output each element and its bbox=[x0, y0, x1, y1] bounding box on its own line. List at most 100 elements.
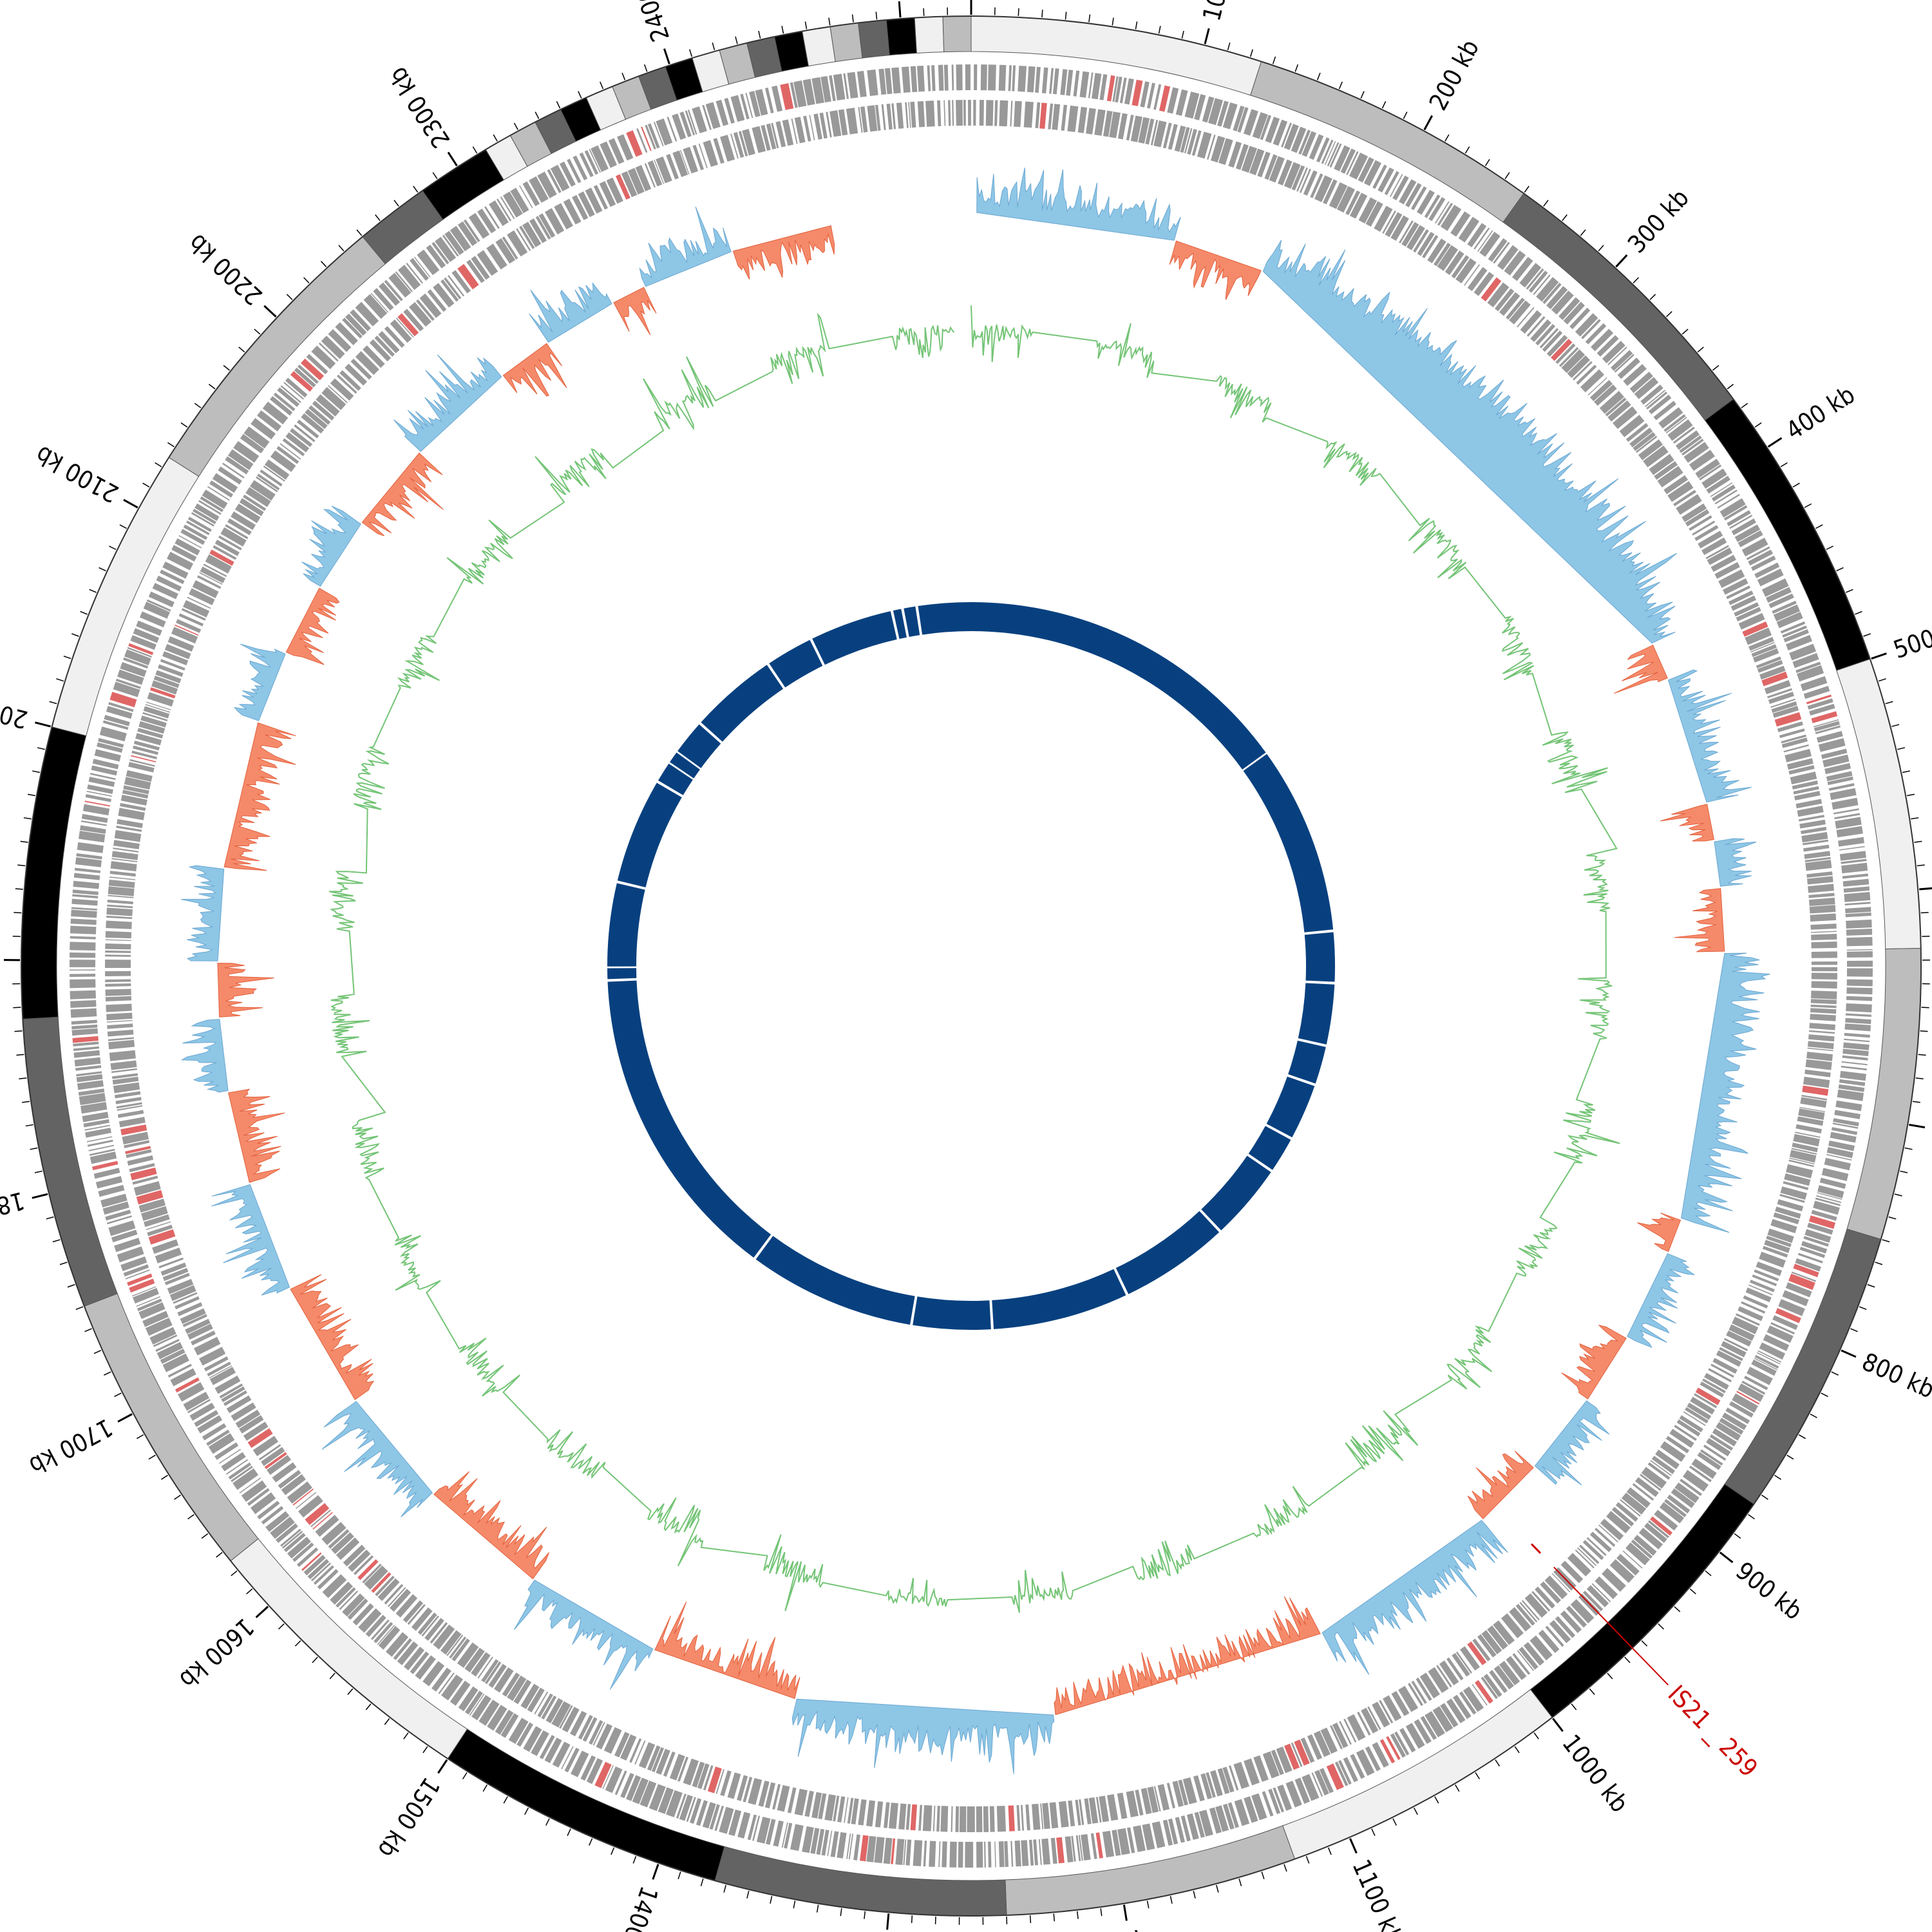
cds-forward-block bbox=[70, 969, 96, 971]
minor-tick bbox=[148, 1454, 156, 1460]
cds-reverse-block bbox=[559, 1705, 573, 1729]
cds-forward-block bbox=[1727, 510, 1751, 527]
annotation-tick-mark bbox=[1530, 1543, 1542, 1554]
cds-forward-block bbox=[1654, 1510, 1678, 1531]
cds-reverse-block bbox=[1795, 1124, 1822, 1133]
cds-reverse-block bbox=[105, 943, 131, 950]
cds-reverse-block bbox=[1788, 1159, 1814, 1168]
minor-tick bbox=[1727, 384, 1734, 390]
cds-reverse-block bbox=[1200, 1773, 1213, 1799]
cds-forward-block bbox=[1546, 286, 1568, 310]
cds-forward-block bbox=[649, 1784, 666, 1812]
gc-skew-positive bbox=[1714, 838, 1757, 887]
cds-reverse-block bbox=[316, 394, 340, 417]
cds-reverse-block bbox=[219, 1383, 243, 1399]
cds-forward-block bbox=[1291, 126, 1307, 153]
cds-reverse-block bbox=[417, 1612, 437, 1635]
cds-reverse-block bbox=[1647, 1462, 1671, 1480]
cds-forward-block bbox=[1052, 68, 1059, 95]
cds-reverse-block bbox=[952, 100, 954, 126]
cds-forward-block bbox=[1399, 1728, 1416, 1753]
cds-reverse-block bbox=[875, 1801, 884, 1828]
cds-forward-block bbox=[1560, 1610, 1582, 1633]
cds-forward-block bbox=[301, 1552, 322, 1571]
cds-reverse-block bbox=[1606, 1511, 1631, 1533]
cds-reverse-block bbox=[1217, 1768, 1230, 1794]
cds-forward-block bbox=[816, 1828, 825, 1855]
cds-reverse-block bbox=[1783, 744, 1809, 753]
cds-forward-block bbox=[522, 181, 540, 207]
cds-reverse-block bbox=[131, 750, 157, 760]
cds-forward-block bbox=[1329, 143, 1342, 168]
cds-reverse-block bbox=[1153, 1786, 1161, 1812]
cds-reverse-block bbox=[905, 102, 909, 128]
cds-forward-block bbox=[1650, 1516, 1673, 1536]
minor-tick bbox=[1920, 1030, 1928, 1032]
cds-forward-block bbox=[689, 1798, 702, 1824]
cds-reverse-block bbox=[737, 1775, 748, 1801]
cds-forward-block bbox=[79, 1093, 106, 1106]
cds-forward-block bbox=[1558, 297, 1580, 321]
cds-reverse-block bbox=[140, 715, 167, 728]
minor-tick bbox=[632, 1856, 637, 1864]
minor-tick bbox=[312, 1656, 318, 1663]
cds-reverse-block bbox=[1600, 1519, 1624, 1540]
minor-tick bbox=[80, 611, 88, 615]
cds-forward-block bbox=[1837, 1089, 1864, 1101]
cds-forward-block bbox=[285, 377, 308, 398]
cds-reverse-block bbox=[1807, 1047, 1833, 1052]
minor-tick bbox=[1786, 1454, 1794, 1460]
cds-forward-block bbox=[1060, 69, 1068, 95]
cds-forward-block bbox=[938, 64, 944, 91]
cds-reverse-block bbox=[1692, 520, 1716, 536]
cds-forward-block bbox=[239, 1477, 261, 1494]
cds-reverse-block bbox=[818, 1793, 827, 1819]
minor-tick bbox=[493, 134, 498, 142]
cds-forward-block bbox=[74, 1057, 101, 1067]
cds-forward-block bbox=[1378, 167, 1394, 193]
cds-reverse-block bbox=[105, 931, 132, 939]
gc-skew-positive bbox=[513, 1580, 654, 1690]
minor-tick bbox=[238, 346, 245, 353]
cds-forward-block bbox=[484, 206, 500, 229]
cds-forward-block bbox=[1681, 439, 1704, 456]
cds-reverse-block bbox=[374, 336, 395, 357]
cds-forward-block bbox=[1117, 1828, 1130, 1855]
cds-reverse-block bbox=[192, 580, 219, 598]
cds-reverse-block bbox=[1728, 1324, 1755, 1341]
gc-skew-negative bbox=[1613, 645, 1668, 694]
cds-reverse-block bbox=[160, 659, 185, 671]
cds-forward-block bbox=[1227, 1802, 1240, 1828]
cds-reverse-block bbox=[1619, 415, 1645, 437]
cds-forward-block bbox=[929, 1841, 936, 1867]
cds-reverse-block bbox=[1759, 1251, 1786, 1268]
cds-forward-block bbox=[1830, 1132, 1857, 1143]
cds-reverse-block bbox=[146, 1221, 171, 1231]
cds-reverse-block bbox=[1367, 1706, 1381, 1730]
cds-reverse-block bbox=[169, 1285, 196, 1302]
cds-forward-block bbox=[730, 95, 745, 122]
cds-forward-block bbox=[752, 1815, 761, 1841]
cds-reverse-block bbox=[1598, 1524, 1618, 1543]
cds-reverse-block bbox=[1804, 851, 1831, 859]
cds-reverse-block bbox=[1008, 1805, 1015, 1832]
cds-reverse-block bbox=[638, 1742, 656, 1769]
annotation-leader-line bbox=[1553, 1566, 1669, 1686]
cds-forward-block bbox=[1124, 78, 1134, 105]
cds-reverse-block bbox=[1157, 1784, 1170, 1811]
cds-reverse-block bbox=[231, 1402, 256, 1421]
cds-forward-block bbox=[641, 126, 652, 151]
cds-reverse-block bbox=[766, 123, 777, 150]
cds-reverse-block bbox=[1694, 1393, 1718, 1408]
cds-forward-block bbox=[1233, 105, 1245, 132]
cds-forward-block bbox=[1041, 67, 1048, 93]
cds-reverse-block bbox=[973, 100, 976, 126]
cds-forward-block bbox=[1738, 530, 1763, 547]
cds-forward-block bbox=[450, 1680, 471, 1706]
cds-reverse-block bbox=[1437, 245, 1459, 271]
cds-reverse-block bbox=[226, 1395, 252, 1414]
cds-reverse-block bbox=[1542, 330, 1563, 352]
cds-forward-block bbox=[1602, 341, 1625, 364]
cds-reverse-block bbox=[758, 1781, 770, 1807]
cds-forward-block bbox=[1804, 1229, 1832, 1243]
